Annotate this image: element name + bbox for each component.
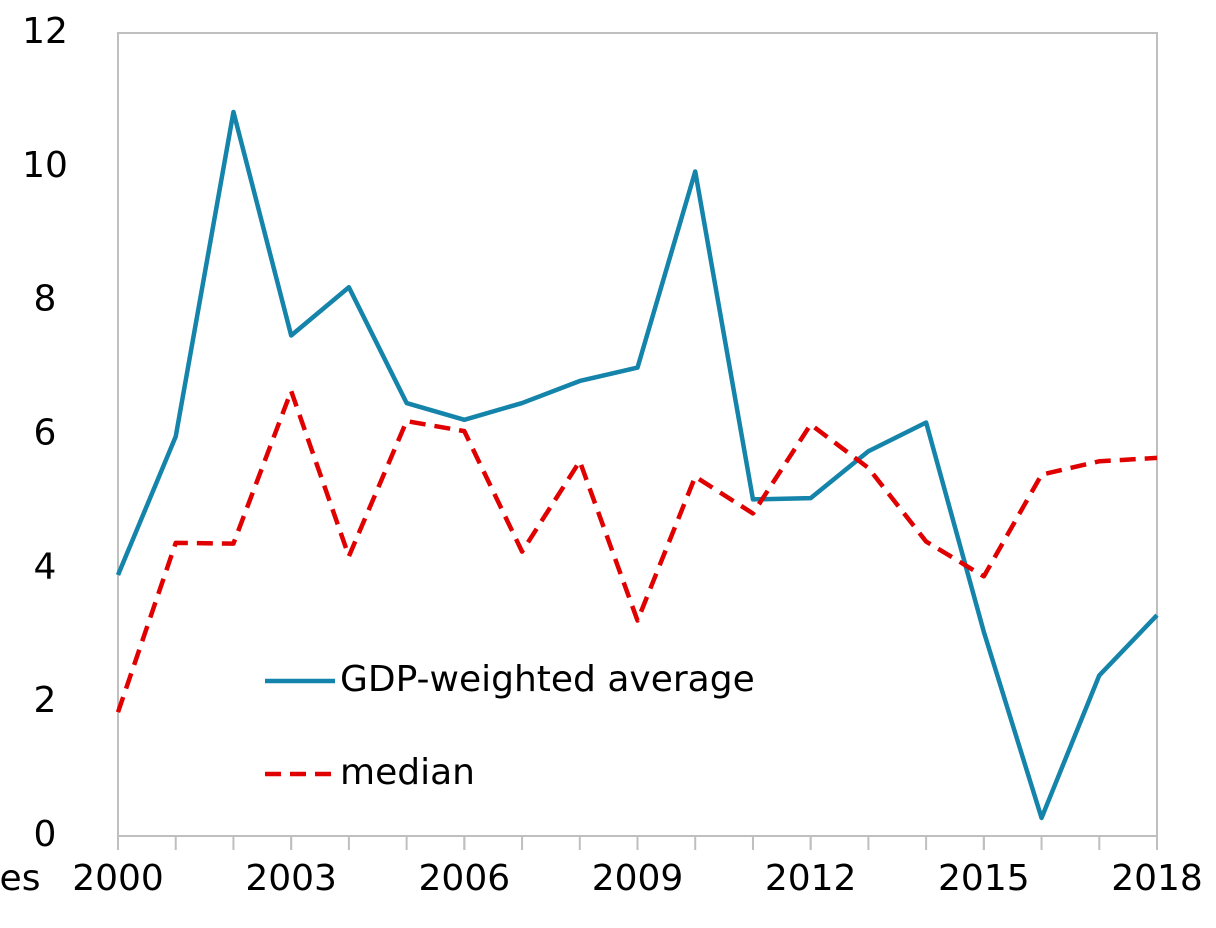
y-tick-label: 8 bbox=[34, 279, 57, 320]
x-tick-label: 2009 bbox=[592, 858, 684, 899]
legend-label: median bbox=[340, 752, 475, 793]
y-tick-label: 4 bbox=[34, 546, 57, 587]
legend-label: GDP-weighted average bbox=[340, 659, 755, 700]
y-tick-label: 0 bbox=[34, 814, 57, 855]
y-tick-label: 12 bbox=[22, 11, 68, 52]
x-tick-label: 2018 bbox=[1111, 858, 1203, 899]
x-tick-label: 2000 bbox=[72, 858, 164, 899]
y-tick-label: 10 bbox=[22, 145, 68, 186]
series-line bbox=[115, 388, 1158, 713]
annotation: es bbox=[0, 858, 40, 899]
x-tick-label: 2006 bbox=[419, 858, 511, 899]
series-line bbox=[115, 109, 1159, 821]
x-tick-label: 2015 bbox=[938, 858, 1030, 899]
x-tick-label: 2012 bbox=[765, 858, 857, 899]
y-tick-label: 2 bbox=[34, 680, 57, 721]
y-tick-label: 6 bbox=[34, 413, 57, 454]
x-tick-label: 2003 bbox=[245, 858, 337, 899]
